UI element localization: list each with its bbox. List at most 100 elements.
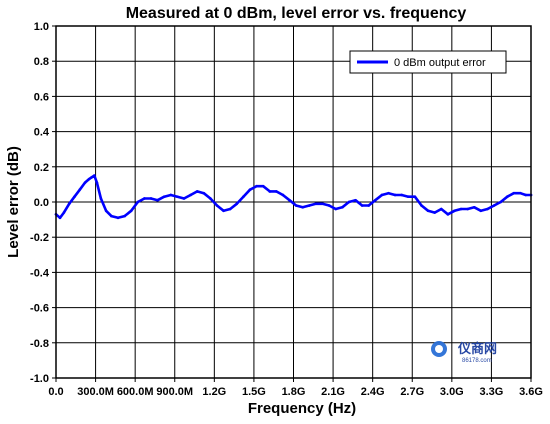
series-point (446, 213, 450, 216)
x-tick-label: 1.8G (282, 386, 306, 398)
series-point (149, 197, 153, 200)
series-point (374, 198, 377, 202)
series-point (420, 204, 423, 207)
y-tick-label: -1.0 (30, 373, 49, 385)
series-point (433, 211, 436, 214)
series-point (275, 190, 278, 193)
series-point (354, 198, 357, 202)
series-point (235, 202, 239, 206)
series-point (90, 176, 93, 179)
series-point (189, 193, 192, 197)
series-point (367, 204, 371, 207)
chart-title: Measured at 0 dBm, level error vs. frequ… (126, 5, 467, 22)
x-tick-label: 2.4G (361, 386, 385, 398)
series-point (393, 193, 397, 197)
series-point (58, 216, 62, 220)
series-point (162, 195, 166, 199)
series-point (129, 209, 133, 213)
series-point (156, 198, 159, 202)
series-point (169, 193, 173, 197)
series-point (327, 204, 331, 207)
series-point (301, 205, 305, 209)
x-tick-label: 600.0M (117, 386, 154, 398)
y-tick-label: -0.2 (30, 232, 49, 244)
series-point (524, 193, 528, 197)
series-point (288, 198, 291, 202)
series-point (176, 195, 179, 199)
series-point (261, 184, 265, 188)
grid (56, 26, 531, 378)
series-point (519, 191, 522, 195)
series-point (479, 209, 483, 213)
watermark-brand: 仪商网 (457, 341, 497, 356)
series-point (87, 177, 91, 181)
series-point (92, 174, 96, 177)
series-point (499, 200, 502, 204)
series-point (255, 184, 258, 188)
series-point (294, 204, 298, 207)
y-tick-label: 1.0 (34, 21, 49, 33)
series-point (62, 211, 66, 214)
series-point (110, 214, 113, 218)
x-tick-label: 1.5G (242, 386, 266, 398)
series-point (182, 197, 186, 200)
series-point (321, 202, 324, 206)
series-point (268, 190, 272, 193)
series-point (347, 200, 351, 204)
series-point (95, 181, 99, 184)
series-point (413, 195, 417, 199)
series-point (195, 190, 199, 193)
series-point (380, 193, 384, 197)
series-point (202, 191, 206, 195)
y-tick-label: 0.0 (34, 197, 49, 209)
series-point (406, 195, 410, 199)
x-tick-label: 0.0 (48, 386, 63, 398)
series-point (78, 188, 82, 191)
y-tick-label: -0.4 (30, 267, 50, 279)
y-tick-label: -0.8 (30, 338, 49, 350)
series-point (512, 191, 516, 195)
x-tick-labels: 0.0 300.0M 600.0M 900.0M 1.2G 1.5G 1.8G 2.1G 2.4… (48, 386, 543, 398)
legend-label: 0 dBm output error (394, 57, 486, 69)
series-point (439, 207, 443, 211)
x-tick-label: 3.6G (519, 386, 543, 398)
y-tick-labels: 1.0 0.8 0.6 0.4 0.2 0.0 -0.2 -0.4 -0.6 -0.8 -1.0 (30, 21, 50, 385)
series-point (136, 200, 140, 204)
series-point (228, 207, 232, 211)
series-point (143, 197, 146, 200)
series-point (341, 205, 344, 209)
series-point (67, 202, 71, 206)
series-point (505, 195, 509, 199)
series-point (242, 195, 245, 199)
y-tick-label: 0.2 (34, 162, 49, 174)
series-point (281, 193, 285, 197)
series-point (426, 209, 430, 213)
series-point (314, 202, 318, 206)
series-point (466, 207, 469, 211)
legend: 0 dBm output error (349, 50, 507, 74)
plot-frame (55, 25, 532, 379)
x-tick-label: 900.0M (156, 386, 193, 398)
series-point (116, 216, 120, 220)
series-point (99, 197, 103, 200)
series-point (209, 197, 212, 200)
x-axis-title: Frequency (Hz) (248, 400, 356, 417)
watermark-emblem-inner (435, 345, 443, 353)
series-point (459, 207, 463, 211)
series-point (73, 195, 76, 199)
y-tick-label: -0.6 (30, 303, 49, 315)
series-point (492, 204, 496, 207)
series-point (104, 209, 108, 213)
y-tick-label: 0.6 (34, 91, 49, 103)
series-point (400, 193, 403, 197)
y-tick-label: 0.4 (34, 127, 50, 139)
x-tick-label: 2.7G (400, 386, 424, 398)
series-point (248, 188, 252, 191)
series-point (472, 205, 476, 209)
watermark-url: 86178.com (462, 358, 492, 364)
x-tick-label: 2.1G (321, 386, 345, 398)
x-tick-label: 3.0G (440, 386, 464, 398)
watermark-logo: 仪商网 86178.com (431, 341, 497, 364)
